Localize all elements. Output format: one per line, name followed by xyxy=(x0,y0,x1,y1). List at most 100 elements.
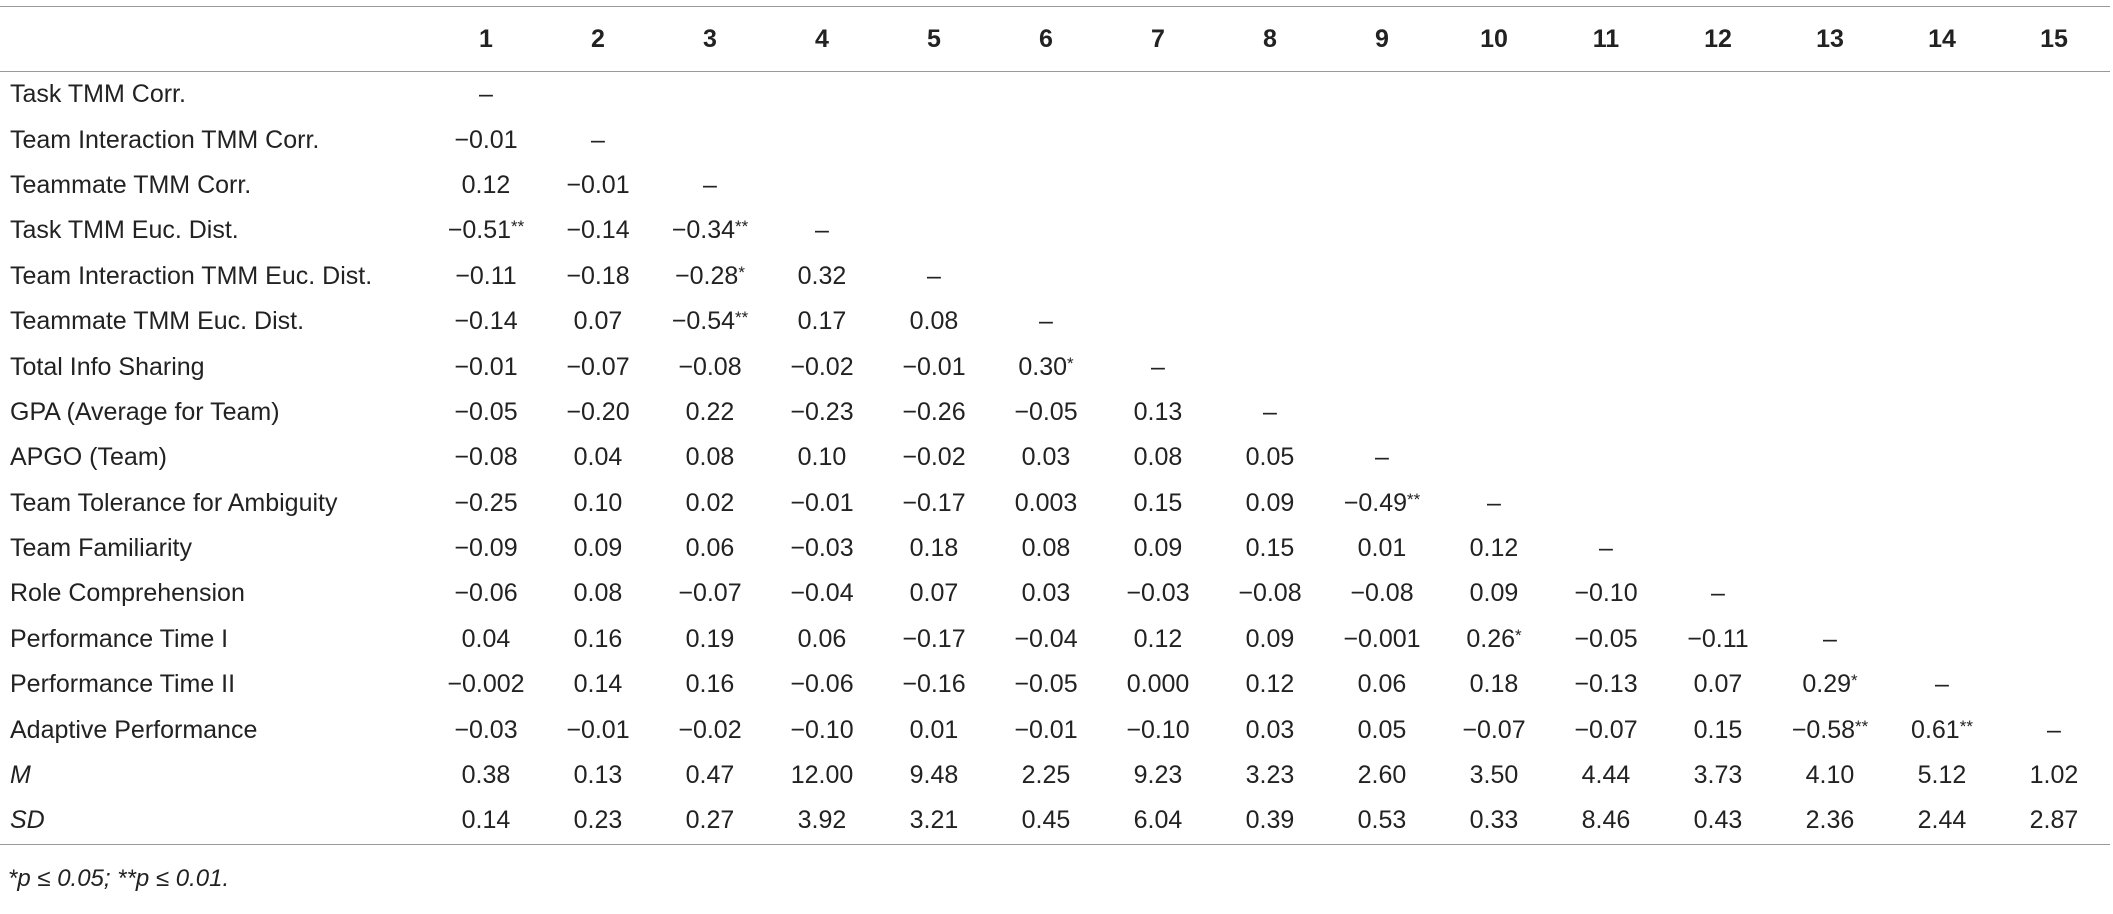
empty-cell xyxy=(1886,163,1998,208)
cell: −0.06 xyxy=(790,670,854,699)
empty-cell xyxy=(1326,299,1438,344)
empty-cell xyxy=(1662,526,1774,571)
empty-cell xyxy=(1214,254,1326,299)
cell: 0.07 xyxy=(909,579,959,608)
empty-cell xyxy=(1326,208,1438,253)
empty-cell xyxy=(1438,344,1550,389)
cell: 9.23 xyxy=(1133,761,1183,790)
empty-cell xyxy=(1662,344,1774,389)
empty-cell xyxy=(1886,72,1998,118)
cell: 0.000 xyxy=(1126,670,1190,699)
cell: 0.12 xyxy=(1469,534,1519,563)
row-label: Performance Time I xyxy=(10,624,229,653)
cell: −0.11 xyxy=(455,261,517,290)
empty-cell xyxy=(1326,72,1438,118)
cell: 0.08 xyxy=(909,307,959,336)
empty-cell xyxy=(1886,344,1998,389)
empty-cell xyxy=(1102,254,1214,299)
cell: 0.08 xyxy=(573,579,623,608)
cell: 0.10 xyxy=(797,443,847,472)
cell: 0.27 xyxy=(685,806,735,835)
cell: – xyxy=(591,125,605,154)
empty-cell xyxy=(1102,299,1214,344)
empty-cell xyxy=(990,254,1102,299)
empty-cell xyxy=(1662,72,1774,118)
empty-cell xyxy=(878,208,990,253)
row-label: SD xyxy=(10,806,45,835)
table-row: SD 0.14 0.23 0.27 3.92 3.21 0.45 6.04 0.39 0.53 0.… xyxy=(0,798,2110,845)
cell: 0.03 xyxy=(1021,443,1071,472)
footnote: *p ≤ 0.05; **p ≤ 0.01. xyxy=(8,864,230,892)
table-body: Task TMM Corr. – Team Interaction TMM Corr… xyxy=(0,72,2110,845)
cell: 0.12 xyxy=(461,170,511,199)
empty-cell xyxy=(1550,163,1662,208)
cell: 0.16 xyxy=(573,624,623,653)
cell: 0.19 xyxy=(685,624,735,653)
cell: 0.38 xyxy=(461,761,511,790)
cell: −0.10 xyxy=(1574,579,1638,608)
cell: 0.08 xyxy=(1133,443,1183,472)
column-header: 13 xyxy=(1816,24,1844,53)
cell: −0.01 xyxy=(454,125,518,154)
column-header: 6 xyxy=(1039,24,1053,53)
cell: −0.54** xyxy=(671,307,749,336)
empty-cell xyxy=(1438,254,1550,299)
cell: 3.50 xyxy=(1469,761,1519,790)
cell: −0.08 xyxy=(1238,579,1302,608)
cell: −0.01 xyxy=(902,352,966,381)
cell: 0.45 xyxy=(1021,806,1071,835)
cell: −0.08 xyxy=(678,352,742,381)
cell: – xyxy=(1823,624,1837,653)
row-label: Performance Time II xyxy=(10,670,236,699)
cell: – xyxy=(1375,443,1389,472)
cell: −0.11 xyxy=(1687,624,1749,653)
empty-cell xyxy=(1662,208,1774,253)
table-row: Performance Time I 0.04 0.16 0.19 0.06 −0.17 −… xyxy=(0,617,2110,662)
row-label: Team Tolerance for Ambiguity xyxy=(10,488,338,517)
empty-cell xyxy=(1662,117,1774,162)
cell: −0.08 xyxy=(454,443,518,472)
empty-cell xyxy=(1662,390,1774,435)
empty-cell xyxy=(1662,435,1774,480)
cell: −0.20 xyxy=(566,397,630,426)
column-header: 15 xyxy=(2040,24,2068,53)
empty-cell xyxy=(1998,662,2110,707)
empty-cell xyxy=(1998,72,2110,118)
cell: −0.09 xyxy=(454,534,518,563)
column-header: 5 xyxy=(927,24,941,53)
empty-cell xyxy=(990,163,1102,208)
cell: 0.07 xyxy=(1693,670,1743,699)
cell: 0.26* xyxy=(1466,624,1522,653)
empty-cell xyxy=(1214,208,1326,253)
cell: 0.03 xyxy=(1021,579,1071,608)
empty-cell xyxy=(766,72,878,118)
cell: 0.003 xyxy=(1014,488,1078,517)
cell: 0.32 xyxy=(797,261,847,290)
cell: −0.04 xyxy=(790,579,854,608)
cell: 0.10 xyxy=(573,488,623,517)
cell: −0.03 xyxy=(454,715,518,744)
page: 1 2 3 4 5 6 7 8 9 10 11 12 13 14 15 Task TMM Corr. – Tea… xyxy=(0,6,2113,914)
empty-cell xyxy=(1774,163,1886,208)
empty-cell xyxy=(766,163,878,208)
empty-cell xyxy=(1886,208,1998,253)
cell: 2.60 xyxy=(1357,761,1407,790)
cell: 0.09 xyxy=(1133,534,1183,563)
cell: −0.49** xyxy=(1343,488,1421,517)
cell: 0.14 xyxy=(461,806,511,835)
table-row: Teammate TMM Corr. 0.12 −0.01 – xyxy=(0,163,2110,208)
empty-cell xyxy=(1886,254,1998,299)
cell: −0.05 xyxy=(1574,624,1638,653)
cell: −0.05 xyxy=(1014,397,1078,426)
empty-cell xyxy=(1774,571,1886,616)
empty-cell xyxy=(1886,117,1998,162)
cell: −0.26 xyxy=(902,397,966,426)
cell: 3.73 xyxy=(1693,761,1743,790)
cell: 0.09 xyxy=(573,534,623,563)
cell: 8.46 xyxy=(1581,806,1631,835)
empty-cell xyxy=(1886,571,1998,616)
cell: – xyxy=(703,170,717,199)
empty-cell xyxy=(1998,208,2110,253)
cell: 0.04 xyxy=(461,624,511,653)
cell: 0.12 xyxy=(1245,670,1295,699)
